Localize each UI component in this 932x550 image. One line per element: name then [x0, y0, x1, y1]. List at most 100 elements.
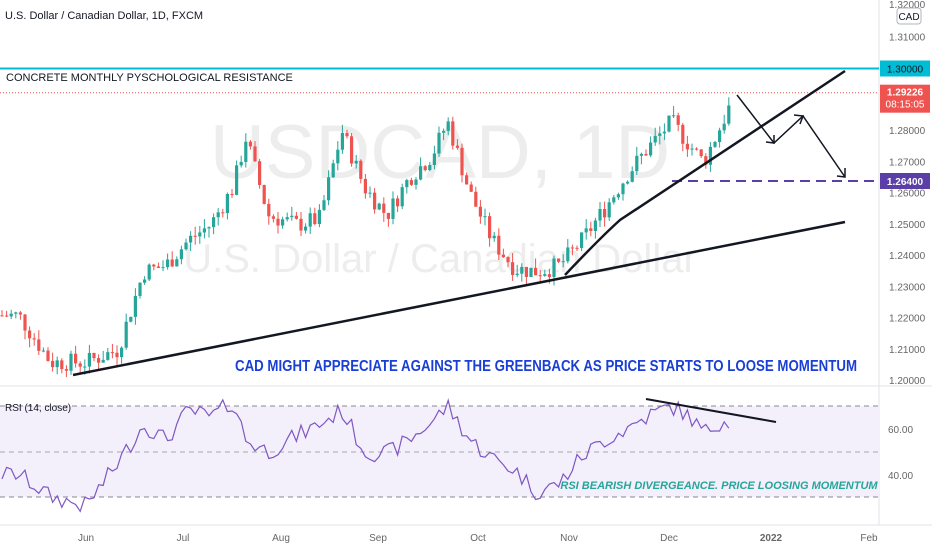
candle-body	[294, 215, 298, 219]
candle-body	[391, 198, 395, 219]
candle-body	[244, 141, 248, 162]
support-trendline[interactable]	[72, 220, 846, 377]
candle-body	[161, 267, 165, 269]
candle-body	[685, 143, 689, 150]
currency-badge-label: CAD	[898, 12, 919, 23]
candle-body	[18, 312, 22, 315]
candle-body	[290, 215, 294, 218]
candle-body	[635, 155, 639, 172]
candle-body	[248, 141, 252, 147]
price-tick-label: 1.20000	[889, 376, 926, 387]
candle-body	[106, 352, 110, 360]
candle-body	[653, 135, 657, 143]
candle-body	[396, 198, 400, 207]
candle-body	[327, 177, 331, 201]
time-axis[interactable]: Jun Jul Aug Sep Oct Nov Dec 2022 Feb	[78, 533, 878, 544]
candle-body	[373, 192, 377, 210]
candle-body	[83, 366, 87, 368]
candle-body	[308, 213, 312, 227]
rsi-divergence-line[interactable]	[645, 398, 777, 423]
candle-body	[271, 216, 275, 219]
candle-body	[603, 208, 607, 218]
currency-badge[interactable]	[896, 7, 922, 25]
candle-body	[649, 142, 653, 156]
candle-body	[662, 131, 666, 134]
candle-body	[156, 266, 160, 268]
candle-body	[120, 347, 124, 358]
price-tick-label: 1.22000	[889, 314, 926, 325]
price-tick-label: 1.32000	[889, 0, 926, 11]
candle-body	[23, 314, 27, 331]
target-price-text: 1.26400	[887, 177, 924, 188]
price-axis[interactable]: 1.32000 CAD	[889, 0, 926, 25]
price-tick-label: 1.21000	[889, 345, 926, 356]
candle-body	[60, 360, 64, 370]
candle-body	[221, 212, 225, 214]
candle-body	[179, 249, 183, 260]
candle-body	[281, 219, 285, 226]
main-annotation: CAD MIGHT APPRECIATE AGAINST THE GREENBA…	[235, 358, 857, 375]
candle-body	[267, 203, 271, 217]
candle-body	[5, 315, 9, 317]
candle-body	[400, 187, 404, 207]
candle-body	[92, 352, 96, 359]
candle-body	[405, 180, 409, 188]
candle-body	[193, 235, 197, 237]
time-tick-label: Sep	[369, 533, 387, 544]
candle-body	[198, 232, 202, 237]
candle-body	[419, 166, 423, 180]
time-tick-label: Jun	[78, 533, 94, 544]
rsi-line	[1, 398, 730, 513]
candle-body	[143, 279, 147, 283]
candle-body	[322, 200, 326, 210]
candle-body	[354, 160, 358, 164]
arrow-head-1-icon	[765, 135, 775, 144]
candle-body	[414, 179, 418, 185]
candle-body	[584, 228, 588, 233]
candle-body	[713, 142, 717, 147]
candle-body	[469, 184, 473, 192]
candle-body	[524, 266, 528, 277]
candle-body	[64, 369, 68, 371]
candle-body	[147, 264, 151, 280]
candle-body	[225, 193, 229, 214]
candle-body	[133, 295, 137, 317]
candle-body	[239, 161, 243, 166]
candle-body	[97, 358, 101, 363]
candle-body	[363, 178, 367, 194]
time-tick-label: Dec	[660, 533, 678, 544]
candle-body	[276, 218, 280, 226]
candle-body	[212, 217, 216, 228]
target-price-label: 1.26400	[880, 173, 930, 189]
forecast-arrow-path[interactable]	[736, 94, 846, 178]
rising-trendline[interactable]	[564, 69, 846, 276]
candle-body	[87, 352, 91, 367]
candle-body	[317, 209, 321, 225]
candle-body	[382, 203, 386, 213]
candle-body	[593, 220, 597, 231]
candle-body	[313, 213, 317, 225]
candle-body	[55, 360, 59, 368]
resistance-price-label: 1.30000	[880, 60, 930, 77]
candle-body	[32, 338, 36, 340]
candle-body	[575, 247, 579, 249]
candle-body	[253, 146, 257, 162]
candle-body	[437, 132, 441, 154]
candle-body	[115, 352, 119, 358]
candle-body	[442, 130, 446, 133]
candle-body	[331, 163, 335, 178]
candle-body	[46, 350, 50, 361]
candle-body	[101, 359, 105, 363]
candle-body	[511, 262, 515, 276]
arrow-head-3-icon	[836, 168, 846, 178]
candle-body	[184, 242, 188, 250]
candle-body	[557, 258, 561, 262]
candle-body	[478, 206, 482, 217]
candle-body	[547, 274, 551, 278]
candle-body	[9, 313, 13, 317]
candle-body	[51, 360, 55, 368]
candle-body	[667, 115, 671, 132]
price-tick-label: 1.27000	[889, 157, 926, 168]
candle-body	[386, 212, 390, 219]
time-tick-label: Jul	[177, 533, 190, 544]
